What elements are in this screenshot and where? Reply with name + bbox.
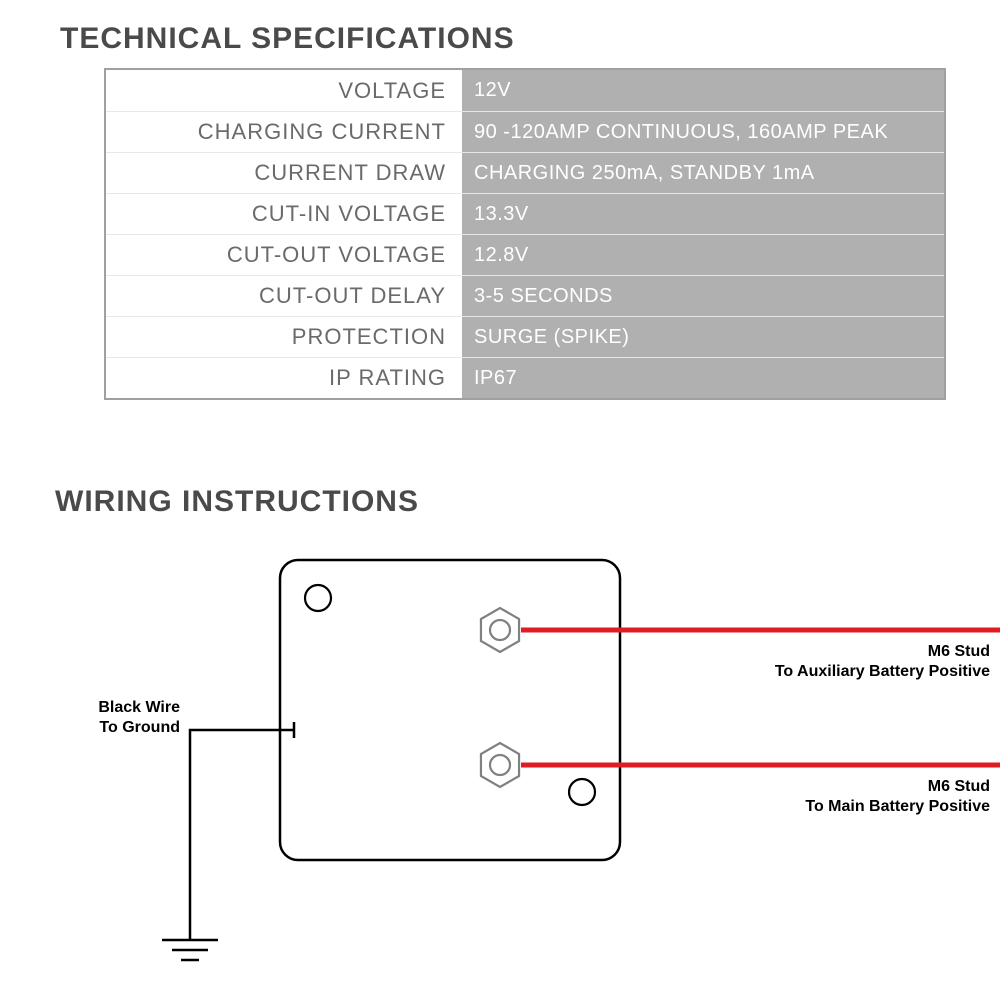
- spec-label: PROTECTION: [106, 317, 462, 357]
- wiring-diagram: Black Wire To Ground M6 Stud To Auxiliar…: [0, 530, 1000, 980]
- spec-label: IP RATING: [106, 358, 462, 398]
- label-ground: Black Wire To Ground: [60, 698, 180, 738]
- spec-row: CURRENT DRAWCHARGING 250mA, STANDBY 1mA: [106, 152, 944, 193]
- label-main-line1: M6 Stud: [928, 778, 990, 795]
- section-title-wiring: WIRING INSTRUCTIONS: [55, 485, 419, 519]
- spec-label: CUT-IN VOLTAGE: [106, 194, 462, 234]
- spec-label: CURRENT DRAW: [106, 153, 462, 193]
- section-title-specs: TECHNICAL SPECIFICATIONS: [60, 22, 515, 56]
- spec-label: CUT-OUT VOLTAGE: [106, 235, 462, 275]
- label-main-line2: To Main Battery Positive: [805, 798, 990, 815]
- spec-value: 13.3V: [462, 194, 944, 234]
- spec-value: SURGE (SPIKE): [462, 317, 944, 357]
- label-ground-line2: To Ground: [99, 719, 180, 736]
- spec-value: IP67: [462, 358, 944, 398]
- spec-table: VOLTAGE12VCHARGING CURRENT90 -120AMP CON…: [104, 68, 946, 400]
- spec-row: CUT-OUT DELAY3-5 SECONDS: [106, 275, 944, 316]
- spec-label: CUT-OUT DELAY: [106, 276, 462, 316]
- spec-row: IP RATINGIP67: [106, 357, 944, 398]
- spec-label: CHARGING CURRENT: [106, 112, 462, 152]
- label-aux: M6 Stud To Auxiliary Battery Positive: [740, 642, 990, 682]
- label-main: M6 Stud To Main Battery Positive: [740, 777, 990, 817]
- spec-row: VOLTAGE12V: [106, 70, 944, 111]
- label-aux-line2: To Auxiliary Battery Positive: [775, 663, 990, 680]
- wiring-diagram-svg: [0, 530, 1000, 980]
- spec-value: 3-5 SECONDS: [462, 276, 944, 316]
- label-ground-line1: Black Wire: [98, 699, 180, 716]
- spec-label: VOLTAGE: [106, 70, 462, 111]
- spec-row: CHARGING CURRENT90 -120AMP CONTINUOUS, 1…: [106, 111, 944, 152]
- spec-row: CUT-OUT VOLTAGE12.8V: [106, 234, 944, 275]
- spec-value: 12V: [462, 70, 944, 111]
- spec-value: 90 -120AMP CONTINUOUS, 160AMP PEAK: [462, 112, 944, 152]
- spec-row: CUT-IN VOLTAGE13.3V: [106, 193, 944, 234]
- spec-row: PROTECTIONSURGE (SPIKE): [106, 316, 944, 357]
- spec-value: 12.8V: [462, 235, 944, 275]
- spec-value: CHARGING 250mA, STANDBY 1mA: [462, 153, 944, 193]
- label-aux-line1: M6 Stud: [928, 643, 990, 660]
